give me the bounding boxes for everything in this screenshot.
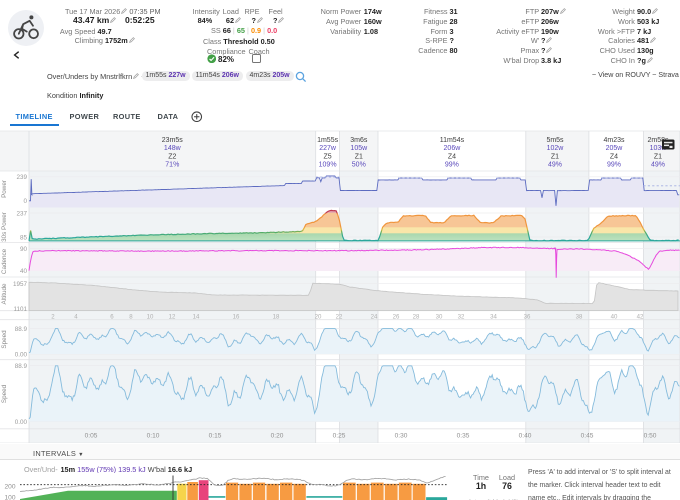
- svg-text:109%: 109%: [319, 162, 337, 169]
- svg-text:5m5s: 5m5s: [546, 137, 564, 144]
- svg-text:90: 90: [20, 246, 28, 253]
- svg-text:Power: Power: [1, 180, 8, 198]
- svg-text:3m6s: 3m6s: [350, 137, 368, 144]
- svg-text:49%: 49%: [651, 162, 665, 169]
- svg-text:Cadence: Cadence: [1, 248, 8, 274]
- svg-text:237: 237: [16, 210, 27, 217]
- svg-text:14: 14: [193, 313, 200, 320]
- svg-text:26: 26: [393, 313, 400, 320]
- svg-text:103w: 103w: [650, 145, 668, 152]
- svg-text:Z2: Z2: [168, 153, 176, 160]
- svg-text:0:50: 0:50: [644, 432, 657, 439]
- svg-text:Z4: Z4: [610, 153, 618, 160]
- svg-text:148w: 148w: [164, 145, 182, 152]
- svg-text:Altitude: Altitude: [1, 283, 8, 305]
- svg-text:Z1: Z1: [654, 153, 662, 160]
- svg-text:227w: 227w: [319, 145, 337, 152]
- svg-text:50%: 50%: [352, 162, 366, 169]
- svg-text:40: 40: [611, 313, 618, 320]
- svg-text:30: 30: [436, 313, 443, 320]
- svg-text:0:10: 0:10: [147, 432, 160, 439]
- svg-text:0:25: 0:25: [333, 432, 346, 439]
- svg-text:Z4: Z4: [448, 153, 456, 160]
- svg-text:40: 40: [20, 268, 28, 275]
- svg-text:1957: 1957: [13, 281, 28, 288]
- svg-text:12: 12: [169, 313, 176, 320]
- svg-text:Z5: Z5: [324, 153, 332, 160]
- svg-text:71%: 71%: [165, 162, 179, 169]
- svg-text:0:05: 0:05: [85, 432, 98, 439]
- svg-text:88.9: 88.9: [15, 363, 28, 370]
- svg-text:22: 22: [336, 313, 343, 320]
- svg-text:4m23s: 4m23s: [603, 137, 625, 144]
- svg-text:32: 32: [458, 313, 465, 320]
- svg-text:2: 2: [51, 313, 55, 320]
- svg-text:Speed: Speed: [1, 384, 8, 403]
- svg-text:49%: 49%: [548, 162, 562, 169]
- svg-text:0:40: 0:40: [519, 432, 532, 439]
- svg-text:1101: 1101: [13, 306, 27, 313]
- svg-text:18: 18: [273, 313, 280, 320]
- svg-text:11m54s: 11m54s: [440, 137, 465, 144]
- svg-text:105w: 105w: [350, 145, 368, 152]
- svg-text:38: 38: [576, 313, 583, 320]
- svg-text:239: 239: [16, 174, 27, 181]
- svg-text:1m55s: 1m55s: [317, 137, 339, 144]
- svg-text:28: 28: [413, 313, 420, 320]
- svg-text:10: 10: [147, 313, 154, 320]
- svg-text:Speed: Speed: [1, 330, 8, 349]
- svg-text:23m5s: 23m5s: [162, 137, 184, 144]
- svg-text:Z1: Z1: [355, 153, 363, 160]
- svg-text:8: 8: [129, 313, 133, 320]
- svg-text:206w: 206w: [444, 145, 462, 152]
- svg-text:0.00: 0.00: [15, 419, 28, 426]
- svg-text:30s Power: 30s Power: [1, 212, 8, 242]
- svg-text:0:45: 0:45: [581, 432, 594, 439]
- svg-text:0:15: 0:15: [209, 432, 222, 439]
- svg-text:0:20: 0:20: [271, 432, 284, 439]
- svg-text:20: 20: [315, 313, 322, 320]
- svg-text:99%: 99%: [445, 162, 459, 169]
- svg-text:2m58s: 2m58s: [647, 137, 669, 144]
- svg-text:34: 34: [490, 313, 497, 320]
- svg-text:0:30: 0:30: [395, 432, 408, 439]
- svg-text:100: 100: [4, 495, 15, 500]
- svg-text:99%: 99%: [607, 162, 621, 169]
- svg-text:Z1: Z1: [551, 153, 559, 160]
- svg-text:0: 0: [23, 198, 27, 205]
- svg-text:4: 4: [74, 313, 78, 320]
- svg-text:0:35: 0:35: [457, 432, 470, 439]
- svg-text:16: 16: [233, 313, 240, 320]
- svg-text:88.9: 88.9: [15, 326, 28, 333]
- svg-text:42: 42: [637, 313, 644, 320]
- svg-text:36: 36: [524, 313, 531, 320]
- svg-text:0.00: 0.00: [15, 351, 28, 358]
- svg-text:205w: 205w: [606, 145, 624, 152]
- svg-text:24: 24: [371, 313, 378, 320]
- svg-text:6: 6: [110, 313, 114, 320]
- svg-text:102w: 102w: [547, 145, 565, 152]
- svg-text:85: 85: [20, 234, 28, 241]
- svg-text:200: 200: [4, 483, 15, 490]
